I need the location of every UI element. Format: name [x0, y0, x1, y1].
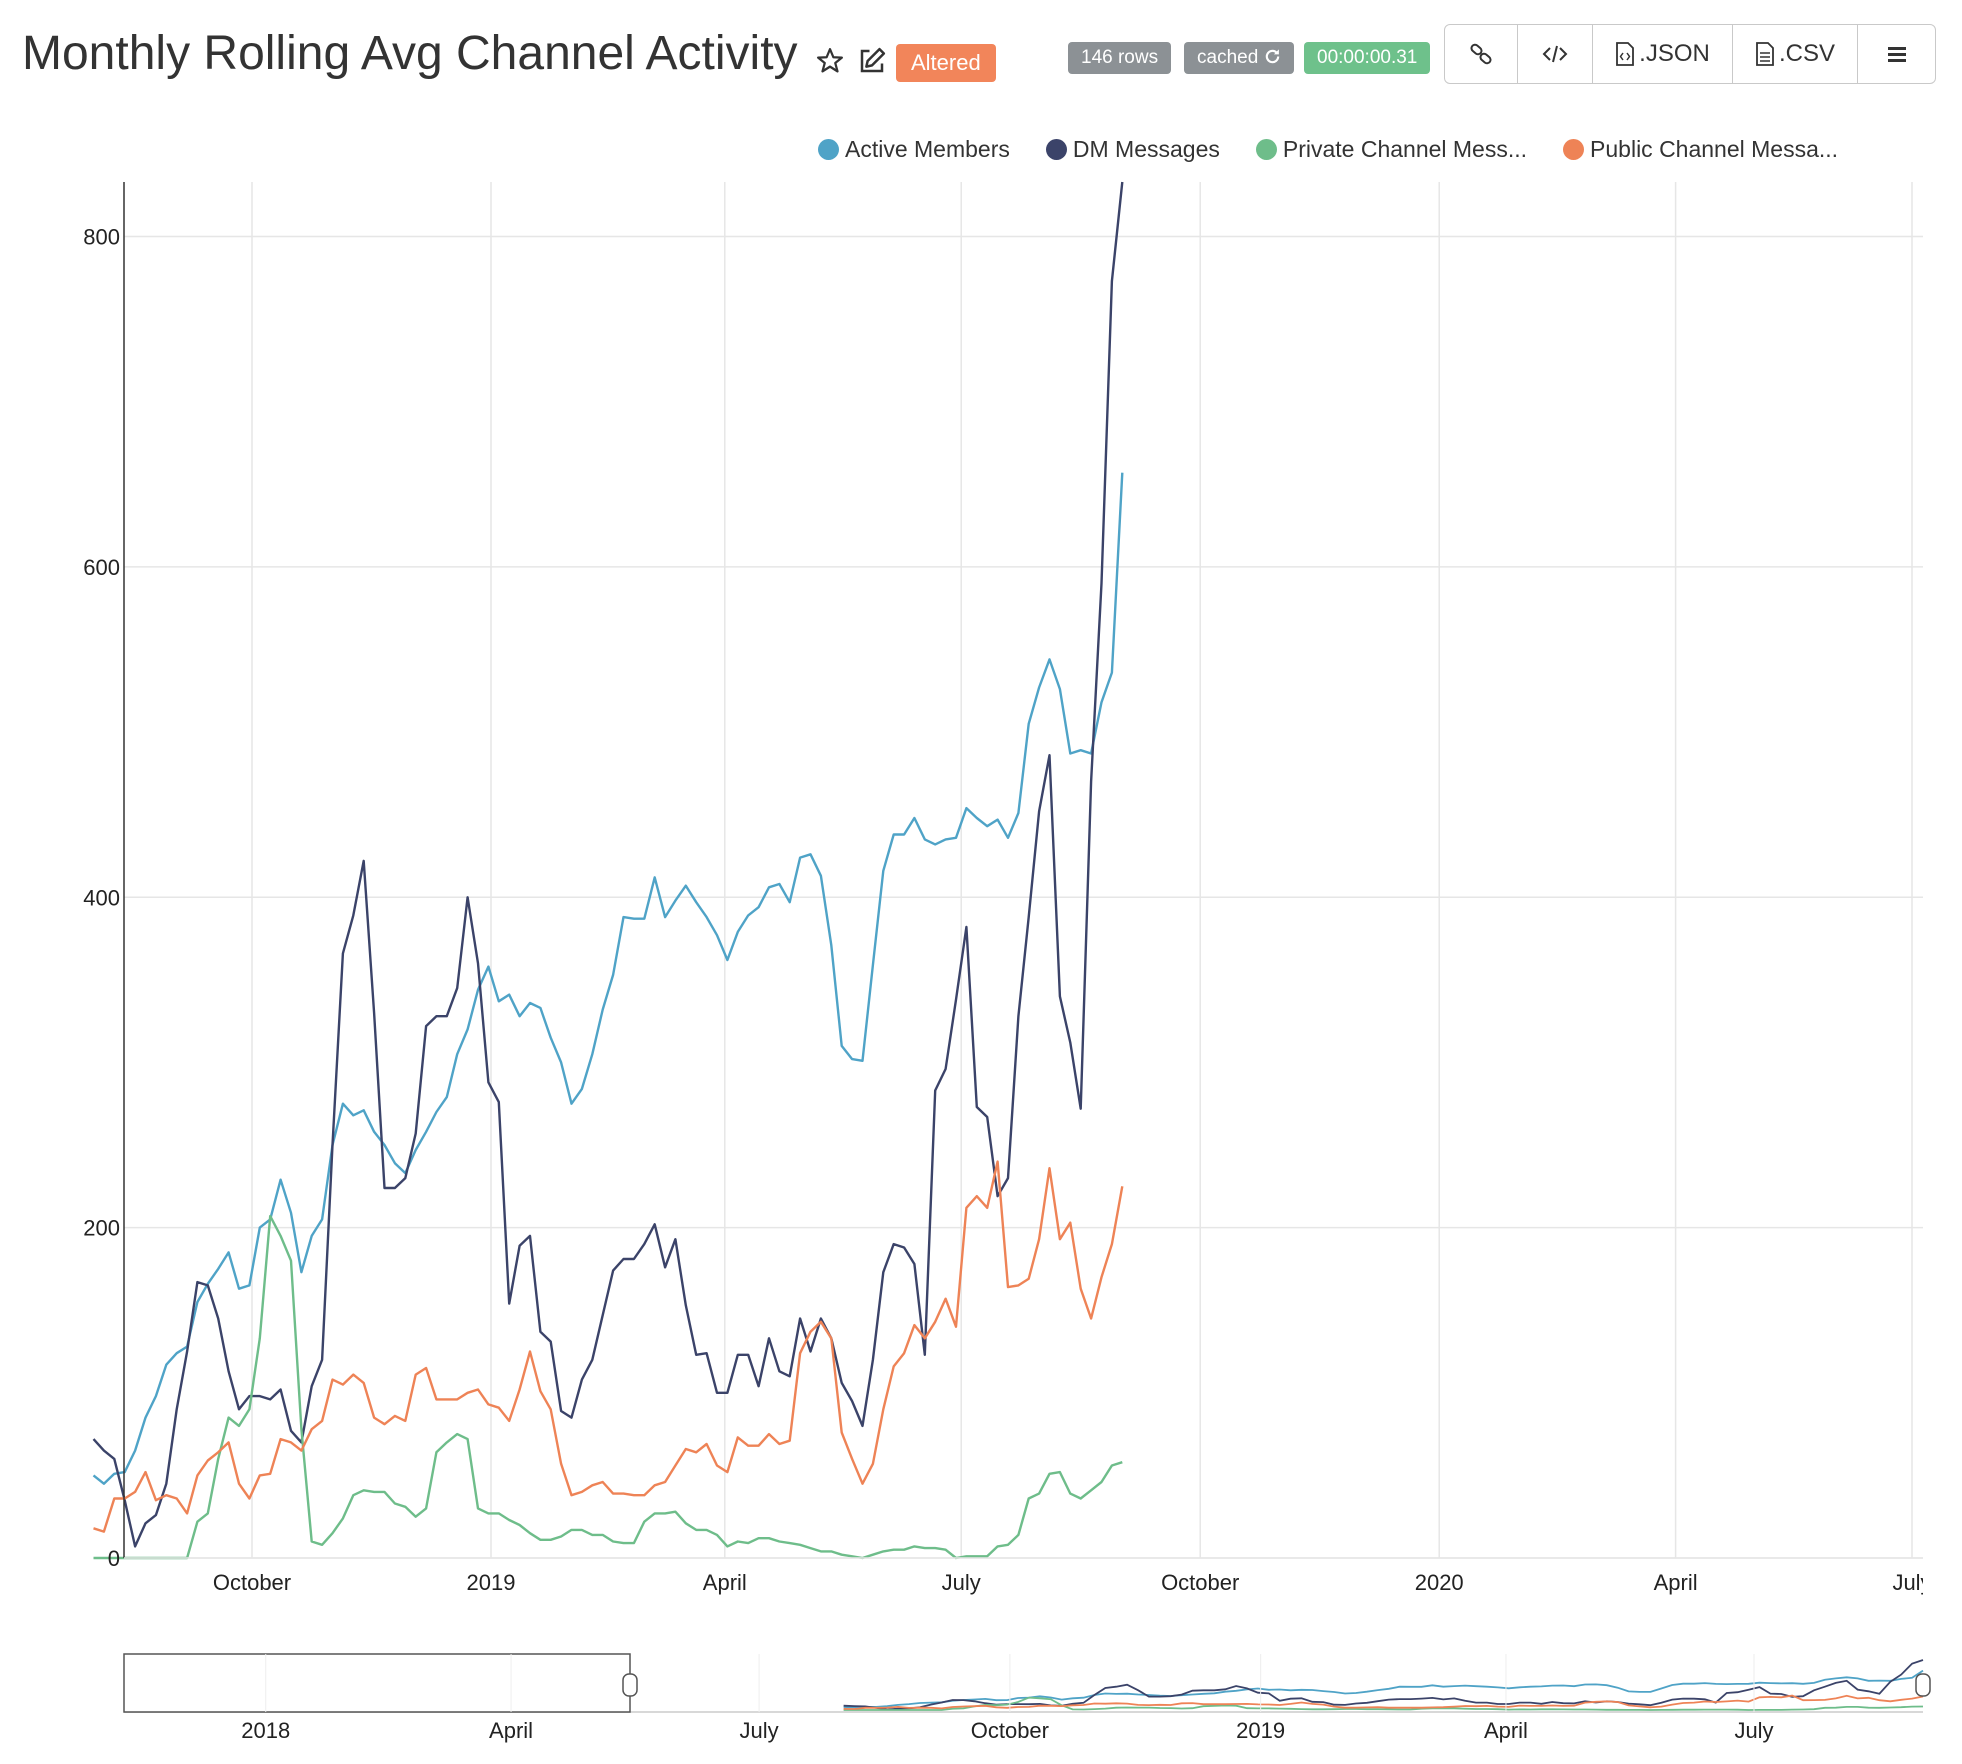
- navigator-tick-label: July: [740, 1718, 779, 1743]
- y-tick-label: 600: [83, 555, 120, 580]
- series-line: [93, 1160, 1124, 1533]
- navigator-tick-label: 2019: [1236, 1718, 1285, 1743]
- refresh-icon: [1265, 49, 1279, 64]
- export-csv-label: .CSV: [1778, 40, 1835, 67]
- navigator-tick-label: 2018: [241, 1718, 290, 1743]
- x-tick-label: 2019: [467, 1570, 516, 1595]
- legend-label: Public Channel Messa...: [1590, 136, 1839, 162]
- legend-item-public-channel[interactable]: Public Channel Messa...: [1563, 136, 1838, 163]
- navigator-series-line: [843, 1669, 1924, 1709]
- altered-badge: Altered: [896, 44, 996, 82]
- x-tick-label: 2020: [1415, 1570, 1464, 1595]
- navigator-handle-right: [1915, 1673, 1931, 1697]
- legend-dot: [1563, 139, 1585, 160]
- legend-dot: [1045, 139, 1067, 160]
- navigator-tick-label: October: [971, 1718, 1049, 1743]
- query-time-badge: 00:00:00.31: [1304, 42, 1431, 74]
- y-tick-label: 800: [83, 225, 120, 250]
- navigator-tick-label: July: [1734, 1718, 1773, 1743]
- x-tick-label: October: [213, 1570, 291, 1595]
- series-line: [92, 472, 1124, 1485]
- rows-count-badge: 146 rows: [1068, 42, 1172, 74]
- chart-lines: [92, 181, 1124, 1560]
- series-line: [93, 1214, 1123, 1560]
- x-tick-label: July: [942, 1570, 981, 1595]
- legend-label: DM Messages: [1072, 136, 1220, 162]
- export-json-button[interactable]: .JSON: [1593, 25, 1733, 83]
- cached-label: cached: [1197, 47, 1259, 68]
- x-tick-label: April: [1654, 1570, 1698, 1595]
- export-json-label: .JSON: [1639, 40, 1710, 67]
- chart-grid: [124, 182, 1923, 1559]
- x-axis-ticks: October 2019 April July October 2020 April July: [213, 1570, 1931, 1595]
- edit-icon[interactable]: [857, 46, 887, 76]
- navigator-series-line: [843, 1694, 1924, 1710]
- star-icon[interactable]: [815, 46, 845, 76]
- page-title: Monthly Rolling Avg Channel Activity: [22, 27, 798, 80]
- legend-dot: [1255, 139, 1277, 160]
- legend-label: Private Channel Mess...: [1282, 136, 1528, 162]
- export-csv-button[interactable]: .CSV: [1733, 25, 1858, 83]
- navigator-mask: [123, 1653, 631, 1713]
- legend-dot: [818, 139, 839, 160]
- navigator-tick-label: April: [489, 1718, 533, 1743]
- cached-badge[interactable]: cached: [1184, 42, 1294, 74]
- menu-icon: [1887, 47, 1906, 62]
- series-line: [92, 181, 1124, 1548]
- range-navigator: 2018AprilJulyOctober2019AprilJulyOctober…: [123, 1653, 1931, 1743]
- legend-item-private-channel[interactable]: Private Channel Mess...: [1255, 136, 1528, 163]
- legend-label: Active Members: [845, 136, 1010, 162]
- navigator-handle-left: [622, 1673, 638, 1697]
- copy-link-button[interactable]: [1445, 25, 1518, 83]
- y-axis-ticks: 0 200 400 600 800: [83, 225, 120, 1571]
- toolbar: .JSON .CSV: [1444, 24, 1936, 84]
- legend-item-active-members[interactable]: Active Members: [818, 136, 1010, 163]
- x-tick-label: April: [703, 1570, 747, 1595]
- link-icon: [1470, 43, 1492, 65]
- x-tick-label: October: [1161, 1570, 1239, 1595]
- y-tick-label: 400: [83, 885, 120, 910]
- legend-item-dm-messages[interactable]: DM Messages: [1045, 136, 1220, 163]
- chart-legend: Active Members DM Messages Private Chann…: [818, 136, 1838, 163]
- x-tick-label: July: [1892, 1570, 1931, 1595]
- chart-axes: [123, 182, 1923, 1559]
- file-code-icon: [1616, 42, 1635, 66]
- y-tick-label: 0: [108, 1546, 120, 1571]
- more-menu-button[interactable]: [1858, 25, 1935, 83]
- y-tick-label: 200: [83, 1216, 120, 1241]
- file-icon: [1756, 42, 1774, 66]
- embed-code-button[interactable]: [1518, 25, 1593, 83]
- code-icon: [1542, 45, 1568, 63]
- navigator-tick-label: April: [1484, 1718, 1528, 1743]
- navigator-series-line: [843, 1659, 1924, 1711]
- navigator-series-line: [843, 1696, 1924, 1711]
